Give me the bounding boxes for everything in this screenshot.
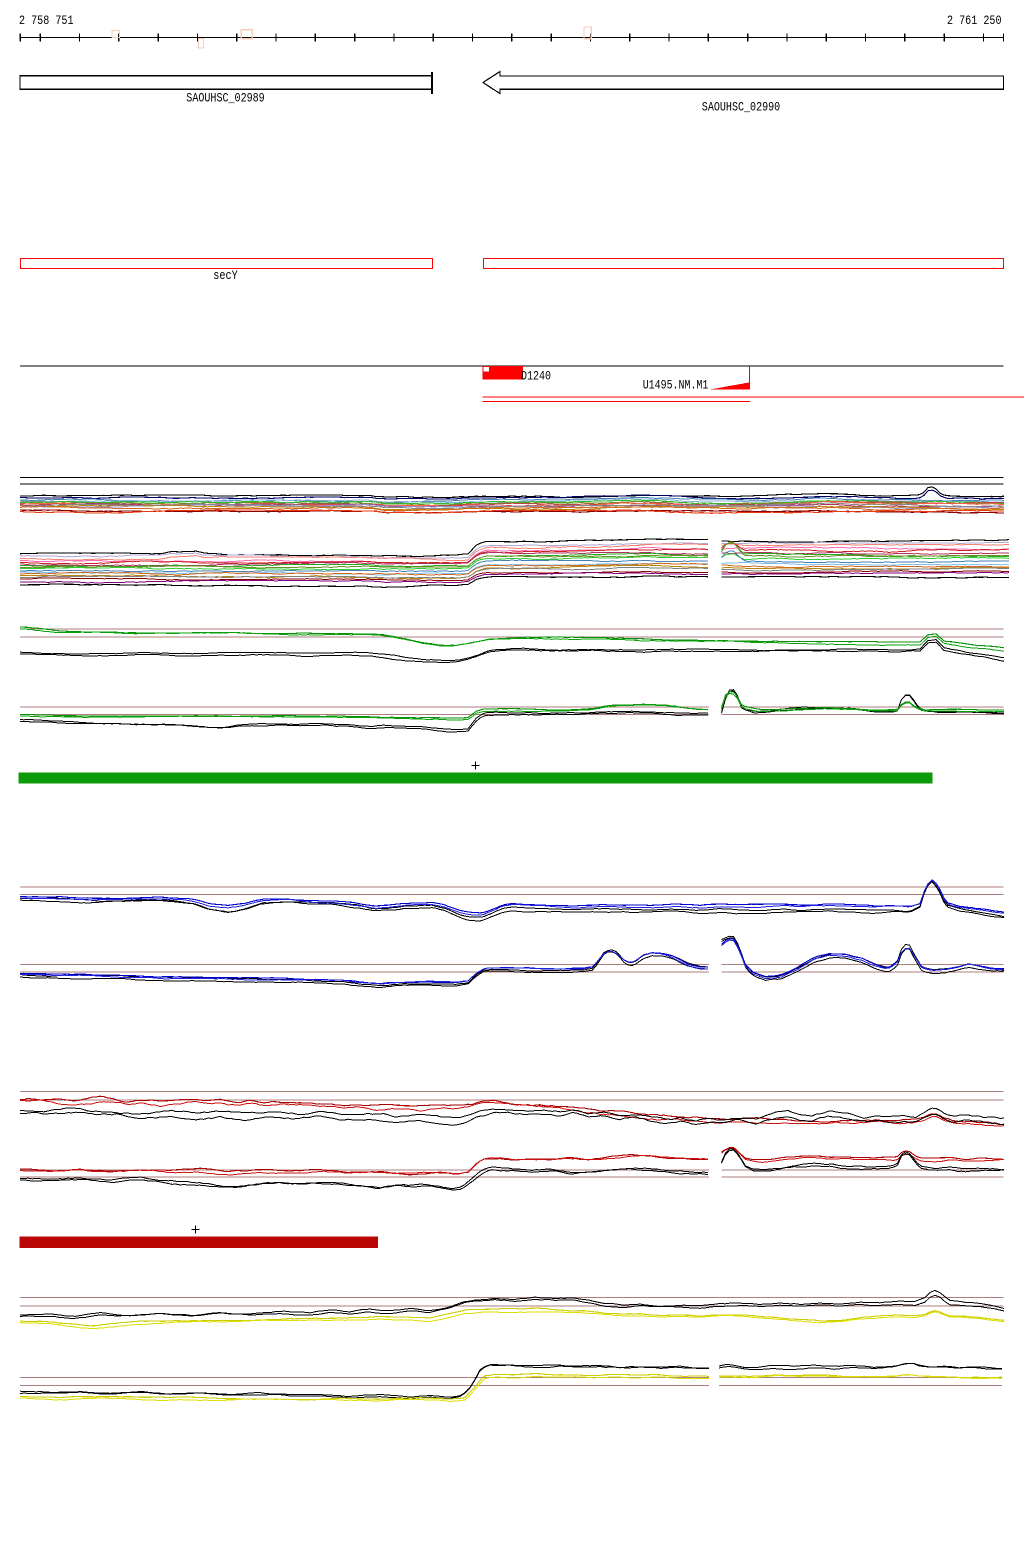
svg-text:SAOUHSC_02989: SAOUHSC_02989 [186, 91, 264, 106]
svg-text:U1495.NM.M1: U1495.NM.M1 [643, 378, 709, 393]
svg-text:2 758 751: 2 758 751 [19, 13, 74, 28]
svg-text:2 761 250: 2 761 250 [947, 13, 1002, 28]
svg-text:D1240: D1240 [521, 369, 551, 384]
svg-text:secY: secY [213, 268, 238, 283]
svg-text:SAOUHSC_02990: SAOUHSC_02990 [702, 99, 780, 114]
